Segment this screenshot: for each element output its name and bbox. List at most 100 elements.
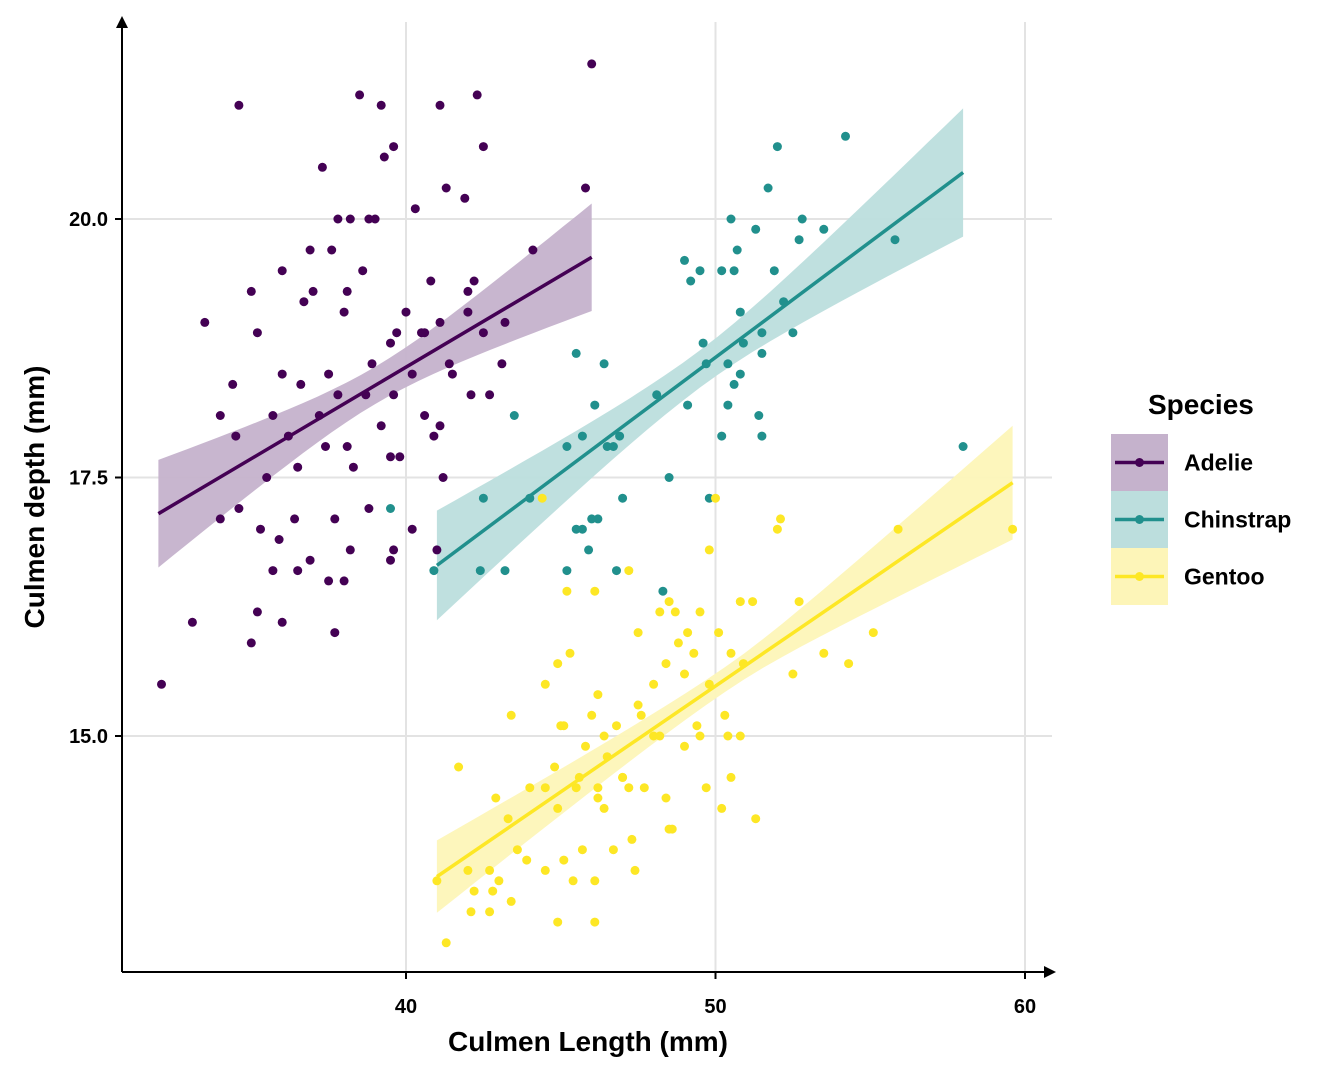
adelie-point (386, 338, 395, 348)
gentoo-point (726, 648, 736, 658)
chinstrap-point (735, 307, 745, 317)
adelie-point (469, 276, 479, 286)
gentoo-point (1008, 524, 1018, 534)
gentoo-point (717, 803, 727, 813)
adelie-point (293, 566, 303, 576)
chinstrap-point (577, 431, 587, 441)
chinstrap-point (577, 524, 587, 534)
chinstrap-point (772, 142, 782, 152)
chinstrap-point (819, 224, 829, 234)
gentoo-point (553, 917, 563, 927)
adelie-point (252, 607, 262, 617)
adelie-point (256, 524, 265, 534)
adelie-point (429, 431, 439, 441)
gentoo-point (463, 865, 473, 875)
gentoo-point (692, 721, 702, 731)
adelie-point (333, 390, 343, 400)
adelie-point (386, 452, 395, 462)
gentoo-point (794, 597, 804, 607)
gentoo-point (748, 597, 758, 607)
gentoo-point (720, 710, 730, 720)
adelie-point (339, 307, 349, 317)
gentoo-point (553, 803, 563, 813)
adelie-point (342, 442, 352, 451)
adelie-point (466, 390, 476, 400)
adelie-point (410, 204, 420, 214)
gentoo-point (494, 876, 504, 886)
adelie-point (389, 390, 399, 400)
chinstrap-point (615, 431, 625, 441)
adelie-point (395, 452, 405, 462)
chinstrap-point (723, 400, 733, 410)
chinstrap-point (664, 473, 674, 482)
y-tick-label: 15.0 (69, 726, 108, 748)
chinstrap-point (723, 359, 733, 369)
gentoo-point (649, 731, 659, 741)
chinstrap-point (732, 245, 742, 255)
adelie-point (497, 359, 507, 369)
chinstrap-point (698, 338, 708, 348)
adelie-point (370, 214, 380, 224)
gentoo-point (432, 876, 442, 886)
gentoo-point (559, 855, 569, 865)
gentoo-point (893, 524, 903, 534)
legend-marker-chinstrap (1135, 515, 1144, 524)
adelie-point (157, 679, 166, 689)
gentoo-point (454, 762, 464, 772)
chinstrap-confidence-band (436, 108, 964, 621)
gentoo-point (661, 793, 671, 803)
gentoo-point (469, 886, 479, 896)
gentoo-point (655, 731, 665, 741)
adelie-point (426, 276, 436, 286)
gentoo-point (491, 793, 501, 803)
gentoo-point (593, 690, 603, 700)
gentoo-point (714, 628, 724, 638)
chinstrap-point (386, 504, 395, 513)
x-tick-label: 50 (704, 996, 726, 1018)
adelie-point (348, 462, 358, 472)
chinstrap-point (478, 493, 488, 503)
adelie-point (324, 369, 334, 379)
chinstrap-point (509, 411, 519, 420)
y-axis-arrow-icon (116, 16, 128, 28)
gentoo-point (772, 524, 782, 534)
adelie-point (435, 317, 445, 327)
chinstrap-point (429, 566, 439, 576)
chinstrap-point (717, 266, 727, 276)
x-tick-label: 60 (1014, 996, 1036, 1018)
gentoo-point (568, 876, 578, 886)
adelie-point (463, 286, 473, 296)
adelie-point (268, 411, 278, 420)
adelie-point (187, 617, 197, 627)
adelie-point (305, 555, 315, 565)
x-axis-title: Culmen Length (mm) (448, 1026, 728, 1057)
adelie-point (438, 473, 448, 482)
gentoo-point (485, 907, 495, 917)
chinstrap-point (958, 442, 968, 451)
gentoo-point (633, 700, 643, 710)
adelie-point (330, 514, 340, 524)
adelie-point (277, 266, 287, 276)
adelie-point (321, 442, 330, 451)
gentoo-point (593, 783, 603, 793)
chinstrap-point (754, 411, 764, 420)
gentoo-point (624, 783, 634, 793)
gentoo-point (664, 597, 674, 607)
legend: Species Adelie Chinstrap Gentoo (1111, 389, 1291, 605)
chinstrap-point (562, 442, 572, 451)
adelie-point (324, 576, 334, 586)
gentoo-point (711, 493, 720, 503)
gentoo-point (701, 783, 711, 793)
gentoo-point (639, 783, 649, 793)
adelie-point (290, 514, 300, 524)
chinstrap-point (757, 328, 767, 338)
adelie-point (432, 545, 442, 555)
chinstrap-point (593, 514, 603, 524)
chinstrap-point (735, 369, 745, 379)
chinstrap-point (608, 442, 618, 451)
gentoo-point (630, 865, 640, 875)
adelie-point (389, 142, 399, 152)
adelie-point (262, 473, 272, 482)
legend-label-chinstrap: Chinstrap (1184, 507, 1291, 533)
gentoo-point (695, 731, 705, 741)
